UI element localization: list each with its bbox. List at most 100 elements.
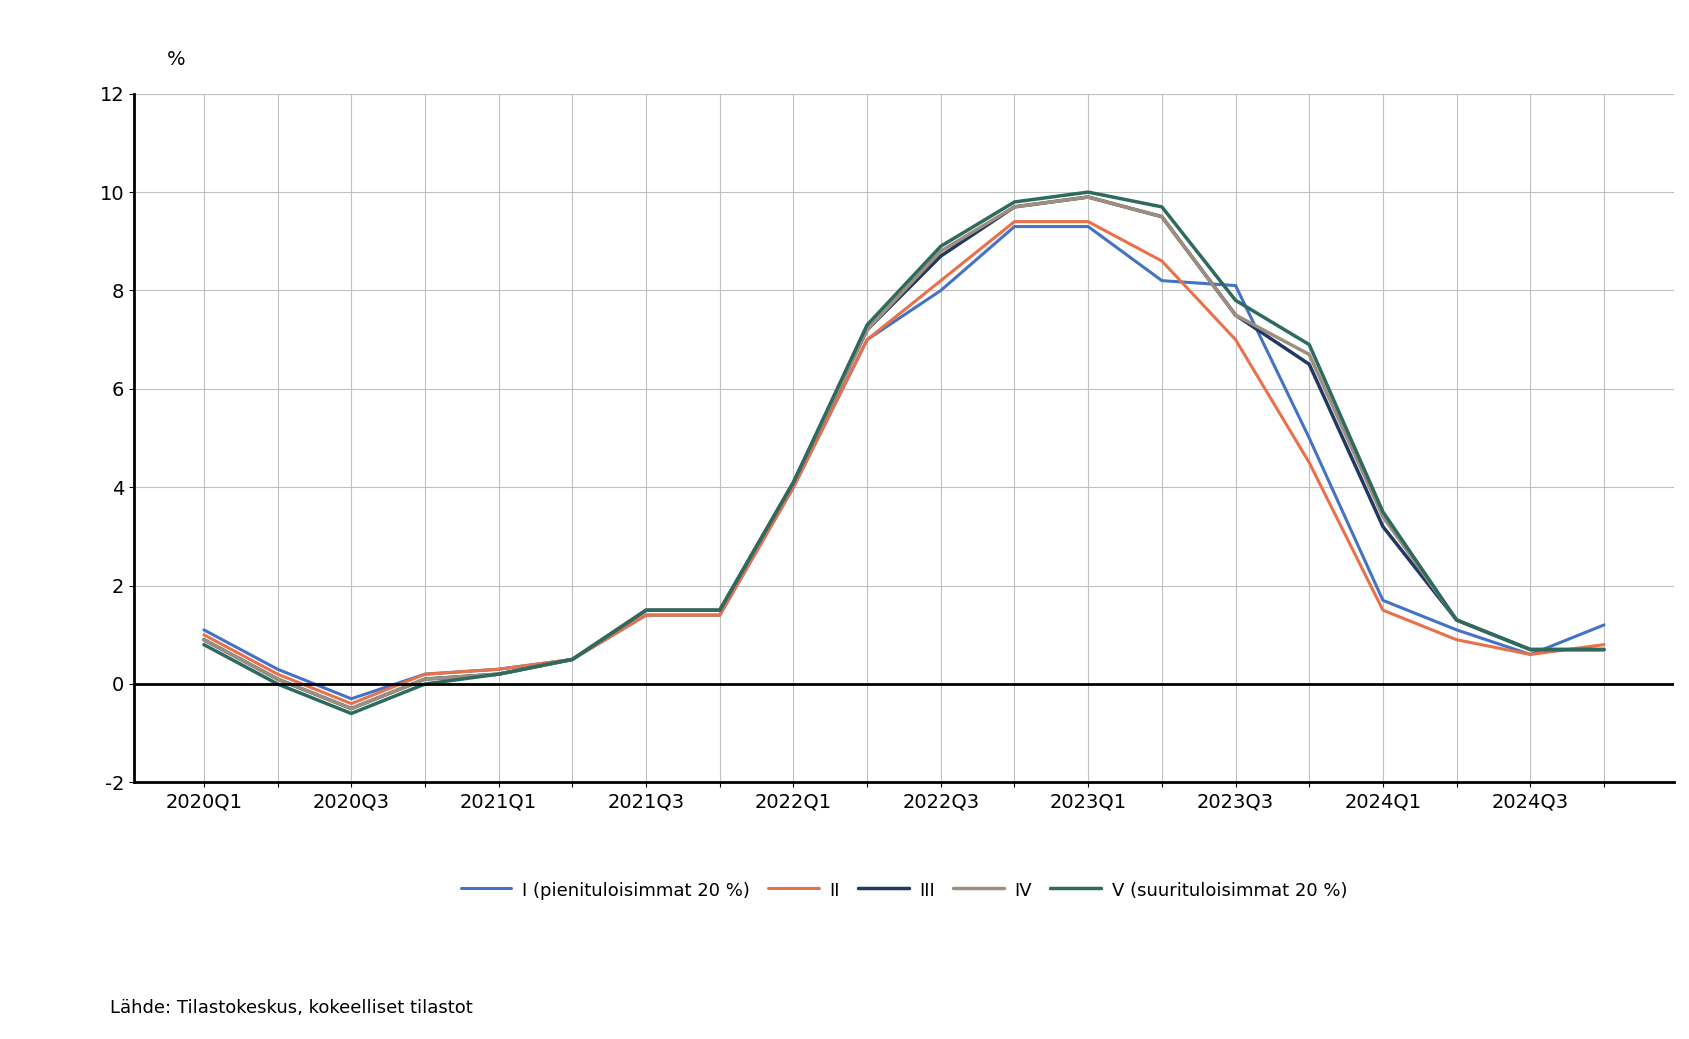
IV xyxy=(637,604,657,616)
Legend: I (pienituloisimmat 20 %), II, III, IV, V (suurituloisimmat 20 %): I (pienituloisimmat 20 %), II, III, IV, … xyxy=(454,874,1355,907)
II xyxy=(488,663,508,675)
V (suurituloisimmat 20 %) xyxy=(1299,339,1319,351)
Line: V (suurituloisimmat 20 %): V (suurituloisimmat 20 %) xyxy=(204,192,1605,714)
V (suurituloisimmat 20 %) xyxy=(1152,201,1172,213)
V (suurituloisimmat 20 %) xyxy=(562,654,583,666)
I (pienituloisimmat 20 %) xyxy=(1078,220,1098,233)
V (suurituloisimmat 20 %) xyxy=(1373,506,1393,518)
IV xyxy=(1446,614,1466,627)
III xyxy=(1152,211,1172,223)
Line: IV: IV xyxy=(204,197,1605,709)
V (suurituloisimmat 20 %) xyxy=(488,668,508,681)
IV xyxy=(562,654,583,666)
II xyxy=(709,609,730,621)
III xyxy=(267,673,287,686)
III xyxy=(1078,191,1098,204)
V (suurituloisimmat 20 %) xyxy=(267,677,287,690)
IV xyxy=(488,668,508,681)
Line: II: II xyxy=(204,221,1605,703)
II xyxy=(1299,456,1319,469)
III xyxy=(1299,358,1319,371)
II xyxy=(856,334,877,346)
I (pienituloisimmat 20 %) xyxy=(267,663,287,675)
IV xyxy=(1005,201,1025,213)
III xyxy=(562,654,583,666)
IV xyxy=(931,245,951,258)
III xyxy=(1520,643,1540,656)
IV xyxy=(1152,211,1172,223)
I (pienituloisimmat 20 %) xyxy=(637,609,657,621)
IV xyxy=(1373,510,1393,523)
III xyxy=(1446,614,1466,627)
IV xyxy=(415,673,436,686)
III xyxy=(1594,643,1615,656)
Text: Lähde: Tilastokeskus, kokeelliset tilastot: Lähde: Tilastokeskus, kokeelliset tilast… xyxy=(110,1000,473,1017)
IV xyxy=(1226,309,1246,321)
III xyxy=(415,673,436,686)
V (suurituloisimmat 20 %) xyxy=(1520,643,1540,656)
II xyxy=(1005,215,1025,228)
I (pienituloisimmat 20 %) xyxy=(562,654,583,666)
II xyxy=(194,629,215,641)
IV xyxy=(1594,643,1615,656)
III xyxy=(488,668,508,681)
II xyxy=(931,274,951,287)
V (suurituloisimmat 20 %) xyxy=(931,240,951,252)
IV xyxy=(784,476,804,488)
IV xyxy=(194,634,215,646)
V (suurituloisimmat 20 %) xyxy=(194,638,215,650)
III xyxy=(931,249,951,262)
II xyxy=(341,697,361,710)
I (pienituloisimmat 20 %) xyxy=(1520,648,1540,661)
II xyxy=(1152,255,1172,267)
V (suurituloisimmat 20 %) xyxy=(637,604,657,616)
V (suurituloisimmat 20 %) xyxy=(856,319,877,331)
III xyxy=(637,604,657,616)
I (pienituloisimmat 20 %) xyxy=(709,609,730,621)
II xyxy=(784,481,804,494)
III xyxy=(856,323,877,336)
III xyxy=(1226,309,1246,321)
I (pienituloisimmat 20 %) xyxy=(856,334,877,346)
IV xyxy=(267,673,287,686)
IV xyxy=(341,702,361,715)
II xyxy=(1446,634,1466,646)
I (pienituloisimmat 20 %) xyxy=(415,668,436,681)
V (suurituloisimmat 20 %) xyxy=(415,677,436,690)
I (pienituloisimmat 20 %) xyxy=(1005,220,1025,233)
II xyxy=(1594,638,1615,650)
V (suurituloisimmat 20 %) xyxy=(1446,614,1466,627)
I (pienituloisimmat 20 %) xyxy=(1373,594,1393,607)
V (suurituloisimmat 20 %) xyxy=(1594,643,1615,656)
I (pienituloisimmat 20 %) xyxy=(488,663,508,675)
I (pienituloisimmat 20 %) xyxy=(341,693,361,705)
III xyxy=(194,634,215,646)
II xyxy=(1226,334,1246,346)
I (pienituloisimmat 20 %) xyxy=(1152,274,1172,287)
V (suurituloisimmat 20 %) xyxy=(784,476,804,488)
V (suurituloisimmat 20 %) xyxy=(341,708,361,720)
II xyxy=(1373,604,1393,616)
V (suurituloisimmat 20 %) xyxy=(1005,195,1025,208)
III xyxy=(1005,201,1025,213)
IV xyxy=(709,604,730,616)
III xyxy=(1373,521,1393,533)
III xyxy=(341,702,361,715)
I (pienituloisimmat 20 %) xyxy=(931,285,951,297)
I (pienituloisimmat 20 %) xyxy=(784,481,804,494)
II xyxy=(267,668,287,681)
II xyxy=(415,668,436,681)
I (pienituloisimmat 20 %) xyxy=(1226,279,1246,292)
II xyxy=(1078,215,1098,228)
Line: III: III xyxy=(204,197,1605,709)
IV xyxy=(1299,348,1319,361)
I (pienituloisimmat 20 %) xyxy=(1446,623,1466,636)
Text: %: % xyxy=(167,50,186,70)
III xyxy=(784,476,804,488)
V (suurituloisimmat 20 %) xyxy=(1226,294,1246,307)
IV xyxy=(856,323,877,336)
V (suurituloisimmat 20 %) xyxy=(1078,186,1098,198)
I (pienituloisimmat 20 %) xyxy=(1299,432,1319,445)
IV xyxy=(1078,191,1098,204)
IV xyxy=(1520,643,1540,656)
